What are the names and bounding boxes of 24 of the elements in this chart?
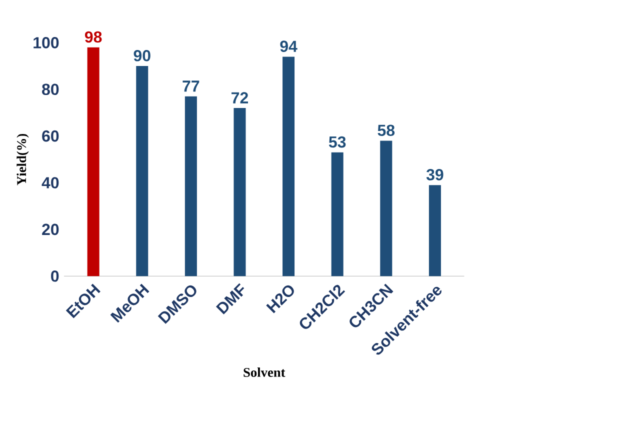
y-tick-label: 20 [42, 224, 59, 235]
bar [234, 108, 246, 276]
bar [282, 56, 295, 276]
y-tick-label: 100 [34, 36, 59, 48]
data-label: 39 [426, 168, 444, 180]
data-label: 98 [84, 31, 102, 43]
bar [428, 184, 441, 276]
data-label: 53 [328, 136, 346, 148]
bar [136, 66, 148, 276]
y-axis-title: Yield(%) [16, 134, 29, 186]
data-label: 94 [280, 40, 298, 52]
bar [331, 152, 344, 276]
y-tick-label: 40 [42, 176, 59, 188]
data-label: 58 [378, 124, 395, 136]
bar [184, 96, 197, 276]
y-tick-label: 0 [51, 270, 59, 282]
bar [87, 47, 100, 276]
data-label: 90 [134, 50, 150, 62]
bar [380, 140, 392, 276]
data-label: 77 [182, 80, 200, 92]
y-tick-label: 60 [42, 130, 59, 142]
y-tick-label: 80 [42, 84, 59, 95]
data-label: 72 [232, 92, 248, 104]
x-axis-title: Solvent [244, 367, 286, 377]
